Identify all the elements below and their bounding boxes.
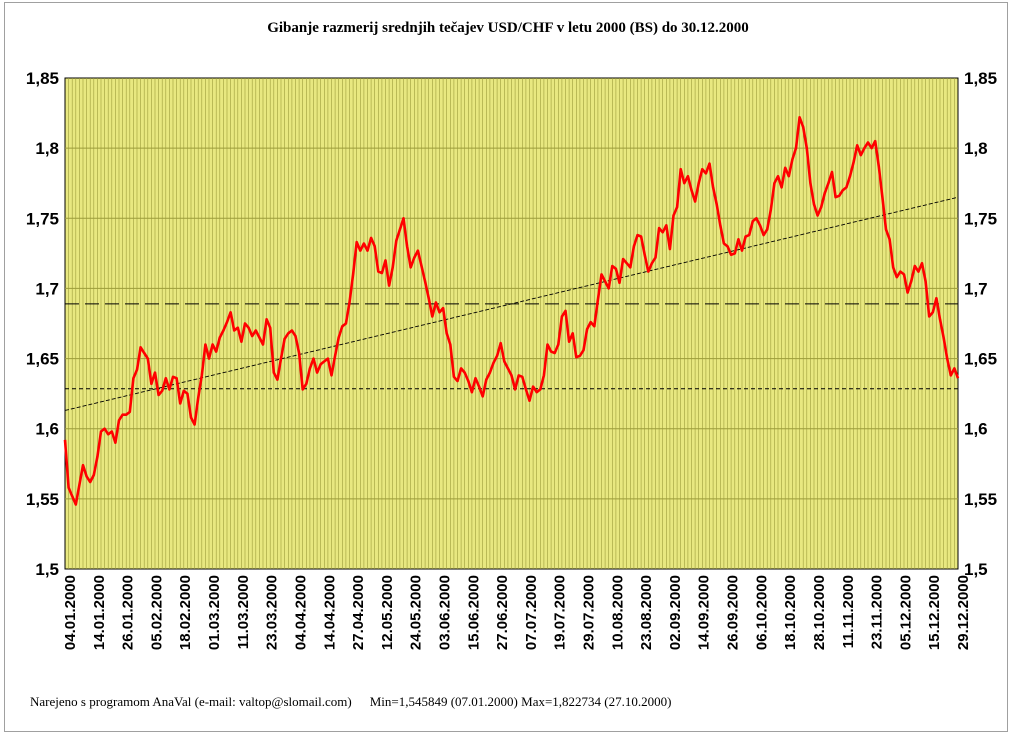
- footer: Narejeno s programom AnaVal (e-mail: val…: [30, 694, 689, 710]
- chart-title: Gibanje razmerij srednjih tečajev USD/CH…: [267, 20, 749, 36]
- x-tick-label: 03.06.2000: [436, 575, 453, 650]
- y-tick-label-left: 1,65: [26, 350, 59, 369]
- x-tick-label: 02.09.2000: [667, 575, 684, 650]
- x-tick-label: 29.07.2000: [581, 575, 598, 650]
- y-axis-left: 1,5 1,55 1,6 1,65 1,7 1,75 1,8 1,85: [26, 69, 59, 579]
- chart-frame: [4, 2, 1008, 732]
- y-tick-label-right: 1,8: [964, 139, 988, 158]
- y-tick-label-left: 1,85: [26, 69, 59, 88]
- x-tick-label: 29.12.2000: [955, 575, 972, 650]
- y-tick-label-right: 1,5: [964, 560, 988, 579]
- x-tick-label: 12.05.2000: [379, 575, 396, 650]
- x-tick-label: 26.09.2000: [725, 575, 742, 650]
- footer-credit: Narejeno s programom AnaVal (e-mail: val…: [30, 694, 352, 709]
- x-tick-label: 01.03.2000: [206, 575, 223, 650]
- x-tick-label: 18.10.2000: [782, 575, 799, 650]
- x-tick-label: 23.03.2000: [264, 575, 281, 650]
- x-tick-label: 06.10.2000: [753, 575, 770, 650]
- horizontal-gridlines: [65, 147, 958, 500]
- x-tick-label: 05.12.2000: [897, 575, 914, 650]
- x-tick-label: 28.10.2000: [811, 575, 828, 650]
- vertical-gridlines: [68, 78, 955, 569]
- x-tick-label: 11.03.2000: [235, 575, 252, 649]
- x-tick-label: 27.06.2000: [494, 575, 511, 650]
- y-tick-label-left: 1,7: [35, 279, 59, 298]
- x-tick-label: 04.04.2000: [292, 575, 309, 650]
- x-tick-label: 18.02.2000: [177, 575, 194, 650]
- x-tick-label: 27.04.2000: [350, 575, 367, 650]
- x-tick-label: 04.01.2000: [62, 575, 79, 650]
- x-tick-label: 23.08.2000: [638, 575, 655, 650]
- footer-stats: Min=1,545849 (07.01.2000) Max=1,822734 (…: [369, 694, 672, 709]
- x-tick-label: 07.07.2000: [523, 575, 540, 650]
- y-tick-label-left: 1,6: [35, 420, 59, 439]
- y-tick-label-right: 1,55: [964, 490, 997, 509]
- y-tick-label-left: 1,5: [35, 560, 59, 579]
- y-axis-right: 1,5 1,55 1,6 1,65 1,7 1,75 1,8 1,85: [964, 69, 997, 579]
- x-tick-label: 26.01.2000: [120, 575, 137, 650]
- y-tick-label-left: 1,75: [26, 209, 59, 228]
- x-tick-label: 14.01.2000: [91, 575, 108, 650]
- x-tick-label: 19.07.2000: [552, 575, 569, 650]
- y-tick-label-right: 1,75: [964, 209, 997, 228]
- y-tick-label-left: 1,55: [26, 490, 59, 509]
- y-tick-label-left: 1,8: [35, 139, 59, 158]
- y-tick-label-right: 1,7: [964, 279, 988, 298]
- x-tick-label: 15.06.2000: [465, 575, 482, 650]
- x-tick-label: 14.04.2000: [321, 575, 338, 650]
- series-line: [63, 116, 960, 506]
- x-tick-label: 15.12.2000: [926, 575, 943, 650]
- reference-lines: [64, 196, 959, 411]
- x-tick-label: 05.02.2000: [148, 575, 165, 650]
- x-tick-label: 10.08.2000: [609, 575, 626, 650]
- y-tick-label-right: 1,85: [964, 69, 997, 88]
- x-tick-label: 14.09.2000: [696, 575, 713, 650]
- x-tick-label: 11.11.2000: [840, 575, 857, 648]
- x-axis: 04.01.2000 14.01.2000 26.01.2000 05.02.2000…: [62, 575, 972, 650]
- series-group: [63, 116, 960, 506]
- trend-line: [64, 196, 959, 411]
- y-tick-label-right: 1,65: [964, 350, 997, 369]
- x-tick-label: 23.11.2000: [869, 575, 886, 649]
- y-tick-label-right: 1,6: [964, 420, 988, 439]
- x-tick-label: 24.05.2000: [408, 575, 425, 650]
